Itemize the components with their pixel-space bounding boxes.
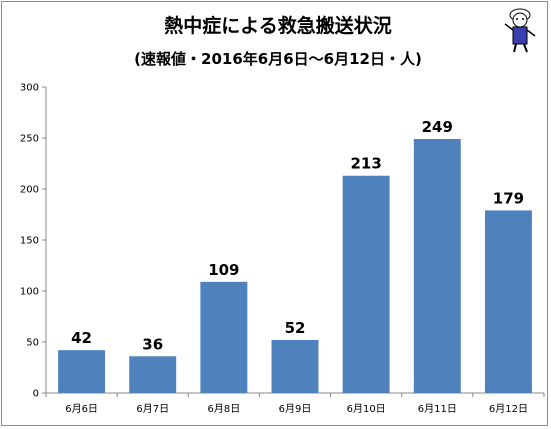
mascot-character-icon (504, 8, 536, 53)
bar (271, 339, 319, 393)
data-label: 52 (285, 319, 306, 337)
x-axis: 6月6日 6月7日 6月8日 6月9日 6月10日 6月11日 6月12日 (45, 392, 545, 415)
y-tick-label: 100 (20, 287, 39, 298)
y-tick-label: 0 (33, 389, 39, 400)
bar (342, 175, 390, 393)
x-tick-label: 6月11日 (418, 403, 457, 415)
y-tick-label: 50 (26, 338, 39, 349)
chart-subtitle: (速報値・2016年6月6日～6月12日・人) (134, 50, 422, 68)
y-tick-label: 250 (20, 134, 39, 145)
data-label: 109 (208, 261, 239, 279)
bar (484, 210, 532, 393)
data-label: 42 (71, 329, 92, 347)
data-labels: 42 36 109 52 213 249 179 (71, 118, 524, 353)
data-label: 213 (350, 155, 381, 173)
x-tick-label: 6月10日 (347, 403, 386, 415)
x-tick-label: 6月7日 (136, 403, 169, 415)
bar (58, 350, 106, 393)
data-label: 36 (142, 335, 163, 353)
y-axis: 0 50 100 150 200 250 300 (20, 83, 47, 400)
y-tick-label: 300 (20, 83, 39, 94)
x-tick-label: 6月8日 (207, 403, 240, 415)
x-tick-label: 6月9日 (279, 403, 312, 415)
chart-title: 熱中症による救急搬送状況 (164, 14, 391, 37)
data-label: 179 (493, 189, 524, 207)
x-tick-label: 6月12日 (489, 403, 528, 415)
bar (413, 139, 461, 393)
bar (129, 356, 177, 393)
y-tick-label: 200 (20, 185, 39, 196)
y-tick-label: 150 (20, 236, 39, 247)
data-label: 249 (422, 118, 453, 136)
x-tick-label: 6月6日 (65, 403, 98, 415)
bars (58, 139, 532, 393)
bar (200, 281, 248, 393)
